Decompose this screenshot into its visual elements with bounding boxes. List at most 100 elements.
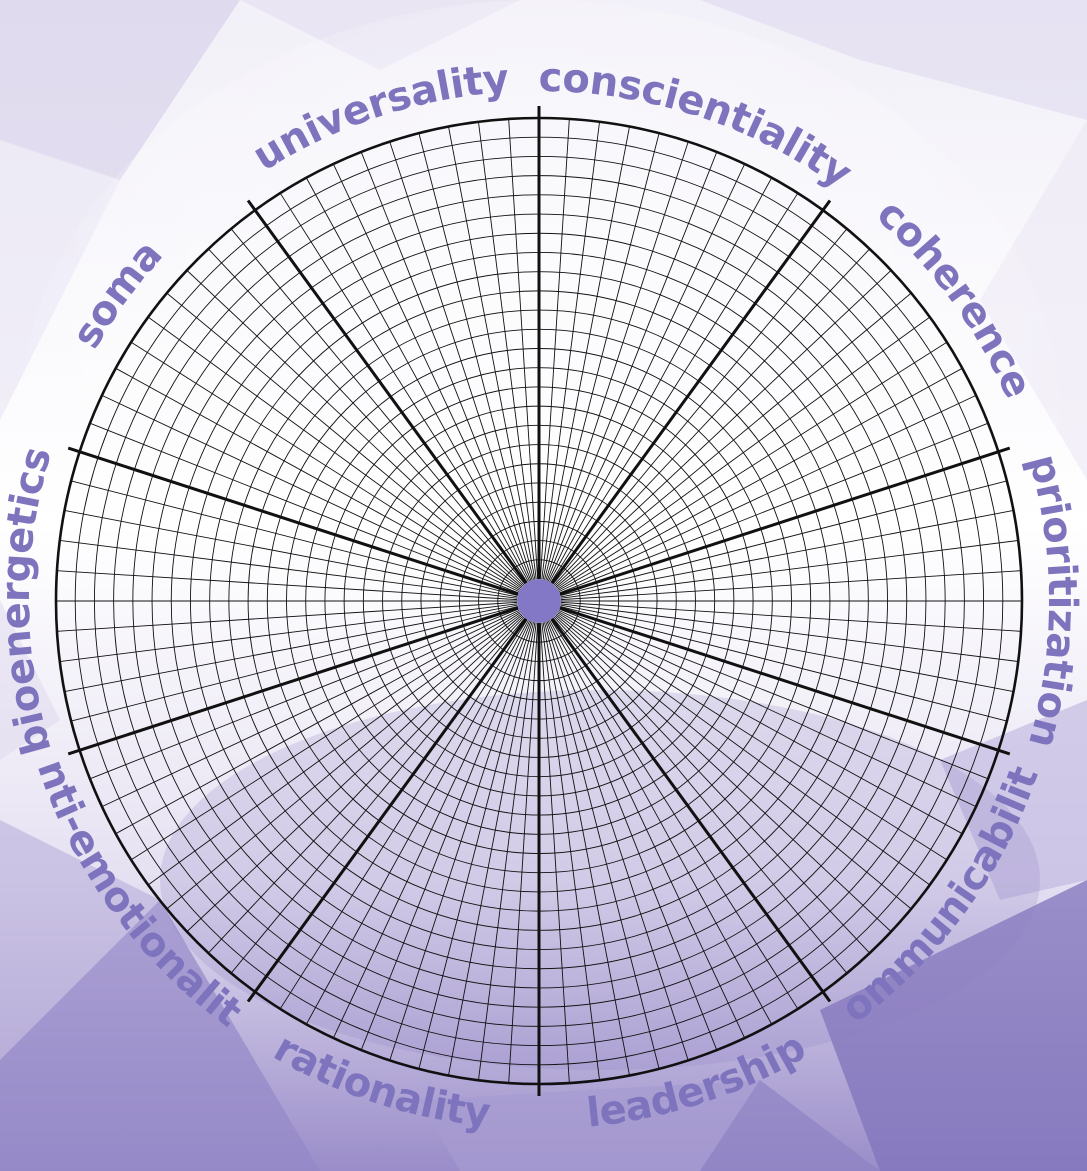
grid-radial (539, 118, 570, 580)
sector-divider (550, 199, 832, 585)
grid-radial (230, 228, 526, 585)
grid-radial (547, 163, 746, 582)
grid-radial (208, 616, 525, 954)
grid-radial (549, 620, 773, 1025)
grid-radial (208, 248, 525, 586)
grid-radial (478, 622, 537, 1081)
grid-radial (558, 611, 963, 835)
grid-radial (166, 614, 523, 910)
grid-radial (539, 622, 570, 1084)
grid-radial (541, 622, 600, 1081)
grid-radial (542, 622, 630, 1076)
grid-radial (230, 617, 526, 974)
grid-radial (332, 620, 531, 1039)
grid-radial (478, 121, 537, 580)
grid-radial (546, 621, 718, 1051)
grid-radial (279, 192, 528, 583)
grid-radial (560, 510, 1014, 598)
center-hub (517, 579, 561, 623)
grid-radial (115, 367, 520, 591)
grid-radial (59, 603, 518, 662)
grid-radial (555, 292, 912, 588)
grid-radial (544, 622, 660, 1069)
grid-radial (560, 570, 1022, 601)
grid-radial (418, 622, 534, 1069)
grid-radial (550, 192, 799, 583)
sector-divider (67, 606, 519, 756)
grid-radial (549, 177, 773, 582)
grid-radial (448, 126, 536, 580)
grid-radial (147, 613, 522, 886)
grid-radial (542, 126, 630, 580)
grid-radial (101, 394, 520, 593)
grid-radial (130, 341, 521, 590)
grid-radial (389, 141, 533, 581)
grid-radial (389, 621, 533, 1061)
grid-radial (544, 133, 660, 580)
grid-radial (64, 604, 518, 692)
grid-radial (147, 316, 522, 589)
grid-radial (59, 540, 518, 599)
grid-radial (305, 620, 529, 1025)
grid-radial (545, 621, 689, 1061)
grid-radial (130, 612, 521, 861)
grid-radial (550, 619, 799, 1010)
sector-divider (67, 446, 519, 596)
grid-radial (305, 177, 529, 582)
grid-radial (508, 622, 539, 1084)
grid-radial (360, 621, 532, 1051)
grid-radial (557, 341, 948, 590)
grid-radial (560, 604, 1014, 692)
sector-dividers (67, 106, 1011, 1096)
grid-radial (360, 151, 532, 581)
sector-divider (559, 606, 1011, 756)
grid-radial (547, 620, 746, 1039)
grid-radial (552, 617, 848, 974)
grid-radial (64, 510, 518, 598)
grid-radial (186, 615, 524, 932)
sector-divider (559, 446, 1011, 596)
sector-divider (550, 617, 832, 1003)
grid-radial (556, 316, 931, 589)
grid-radial (71, 480, 518, 596)
grid-radial (71, 606, 518, 722)
grid-radial (56, 570, 518, 601)
grid-radial (332, 163, 531, 582)
grid-radial (541, 121, 600, 580)
grid-radial (553, 616, 870, 954)
grid-radial (556, 613, 931, 886)
grid-radial (166, 292, 523, 588)
grid-radial (552, 228, 848, 585)
grid-radial (558, 394, 977, 593)
grid-radial (115, 611, 520, 835)
grid-radial (554, 615, 892, 932)
grid-radial (553, 248, 870, 586)
grid-radial (558, 609, 977, 808)
grid-radial (560, 603, 1019, 662)
grid-radial (448, 622, 536, 1076)
grid-radial (279, 619, 528, 1010)
sector-divider (246, 617, 528, 1003)
grid-radial (56, 601, 518, 632)
grid-radial (546, 151, 718, 581)
grid-radial (545, 141, 689, 581)
grid-radial (555, 614, 912, 910)
grid-radial (508, 118, 539, 580)
grid-radial (560, 606, 1007, 722)
grid-radial (558, 367, 963, 591)
grid-radial (89, 422, 519, 594)
grid-radial (560, 601, 1022, 632)
outer-ring (54, 116, 1024, 1086)
grid-radial (89, 608, 519, 780)
grid-radial (557, 612, 948, 861)
grid-radial (560, 540, 1019, 599)
grid-radial (559, 422, 989, 594)
grid-radial (559, 608, 989, 780)
sector-divider (246, 199, 528, 585)
grid-radial (554, 270, 892, 587)
grid-radial (101, 609, 520, 808)
grid-radial (418, 133, 534, 580)
grid-radial (186, 270, 524, 587)
